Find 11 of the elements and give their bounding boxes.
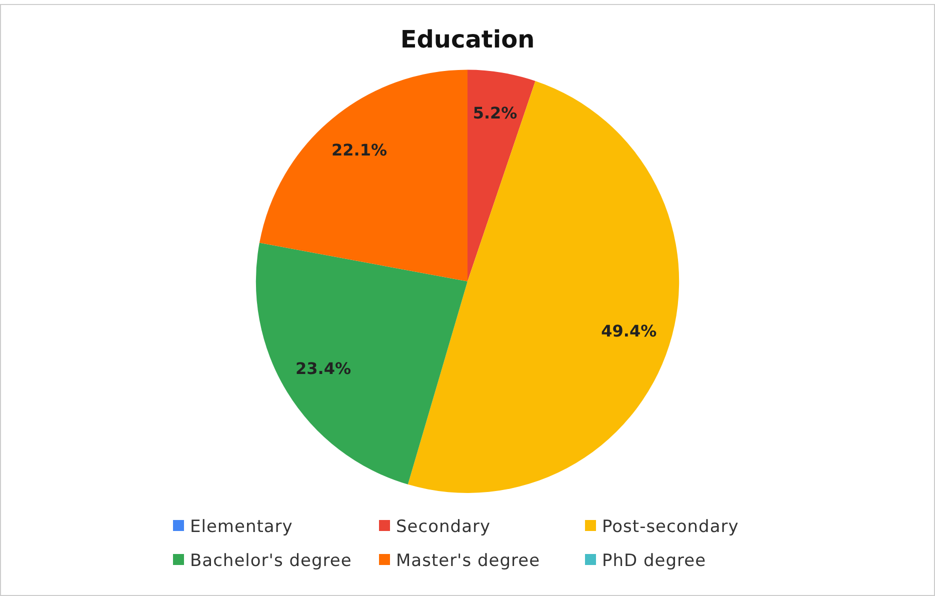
legend-label: Post-secondary [601, 517, 740, 537]
legend-label: Elementary [189, 517, 294, 537]
legend-label: Bachelor's degree [189, 551, 353, 571]
legend-label: PhD degree [601, 551, 708, 571]
legend-label: Secondary [395, 517, 492, 537]
data-label: 49.4% [601, 322, 657, 341]
chart-title: Education [400, 26, 535, 54]
legend-label: Master's degree [395, 551, 542, 571]
data-label: 22.1% [332, 140, 388, 160]
data-label: 5.2% [472, 104, 518, 123]
data-label: 23.4% [296, 359, 352, 378]
